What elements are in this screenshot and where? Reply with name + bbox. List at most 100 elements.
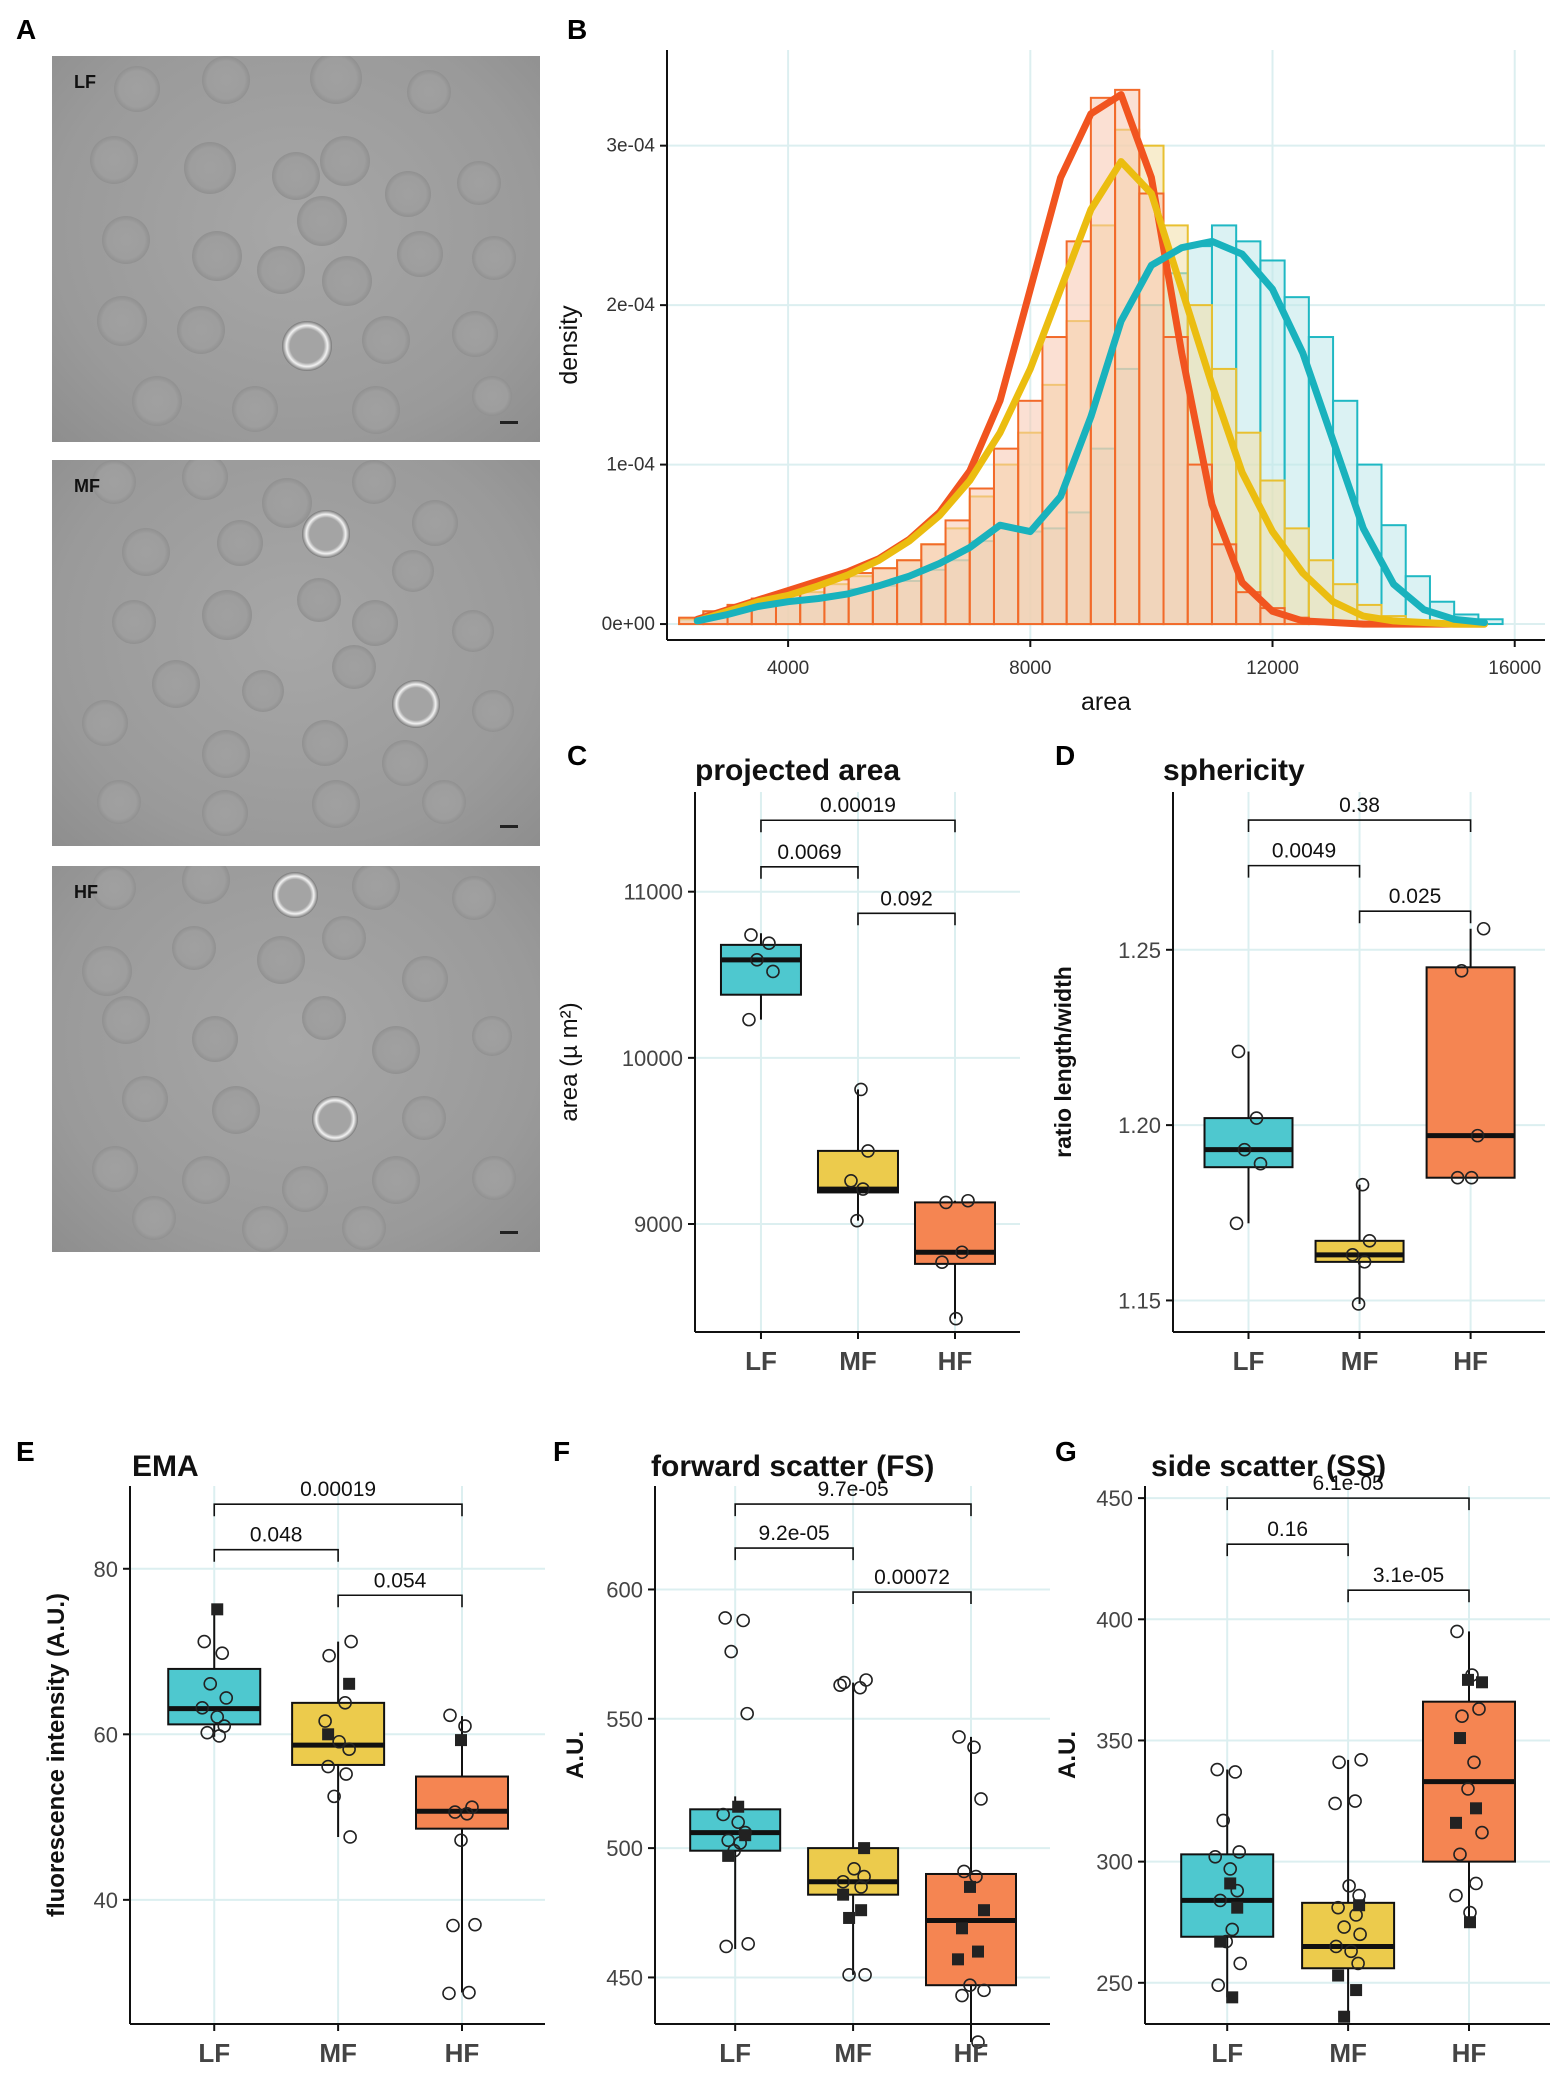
red-blood-cell xyxy=(332,645,376,689)
data-point-mf xyxy=(844,1173,858,1188)
data-point-mf xyxy=(858,1968,872,1982)
red-blood-cell xyxy=(472,376,512,416)
data-point-lf xyxy=(718,1611,732,1625)
data-point-mf xyxy=(1338,2010,1351,2023)
data-point-lf xyxy=(724,1644,738,1659)
significance-bracket xyxy=(213,1503,463,1517)
data-point-hf xyxy=(963,1978,977,1993)
x-tick-label: MF xyxy=(319,2038,357,2068)
data-point-lf xyxy=(744,928,758,942)
red-blood-cell xyxy=(172,926,216,970)
red-blood-cell xyxy=(242,670,284,712)
x-tick-label: 4000 xyxy=(767,658,809,679)
panel-letter-b: B xyxy=(567,14,588,45)
data-point-lf xyxy=(1231,1901,1244,1914)
x-tick-label: HF xyxy=(1452,2038,1487,2068)
red-blood-cell xyxy=(177,306,225,354)
data-point-mf xyxy=(853,1680,867,1695)
data-point-lf xyxy=(731,1815,745,1830)
data-point-hf xyxy=(1461,1782,1475,1796)
p-value-label: 0.00072 xyxy=(874,1566,950,1589)
red-blood-cell xyxy=(182,1156,230,1204)
red-blood-cell xyxy=(422,780,466,824)
box-lf xyxy=(719,943,802,996)
data-point-hf xyxy=(1472,1702,1486,1716)
red-blood-cell xyxy=(297,196,347,246)
data-point-hf xyxy=(443,1708,457,1723)
red-blood-cell xyxy=(297,578,341,622)
red-blood-cell xyxy=(257,246,305,294)
data-point-hf xyxy=(442,1986,456,2001)
significance-bracket xyxy=(1247,819,1472,833)
y-tick-label: 250 xyxy=(1096,1971,1133,1996)
data-point-mf xyxy=(343,1830,357,1844)
data-point-mf xyxy=(1328,1796,1342,1811)
data-point-mf xyxy=(338,1696,352,1710)
data-point-lf xyxy=(1233,1956,1248,1971)
panel-title: EMA xyxy=(132,1450,199,1483)
red-blood-cell xyxy=(312,1096,358,1142)
data-point-mf xyxy=(1337,1920,1351,1934)
data-point-lf xyxy=(1210,1762,1225,1777)
data-point-hf xyxy=(1453,1847,1467,1862)
red-blood-cell xyxy=(282,1166,328,1212)
data-point-hf xyxy=(974,1792,988,1806)
data-point-mf xyxy=(1354,1753,1368,1767)
data-point-lf xyxy=(212,1729,227,1743)
red-blood-cell xyxy=(257,936,305,984)
p-value-label: 0.00019 xyxy=(820,794,896,817)
red-blood-cell xyxy=(392,550,434,592)
data-point-lf xyxy=(211,1603,224,1616)
red-blood-cell xyxy=(402,1096,446,1140)
data-point-hf xyxy=(1470,1128,1485,1143)
y-tick-label: 600 xyxy=(606,1577,643,1602)
panel-letter-d: D xyxy=(1055,740,1076,771)
red-blood-cell xyxy=(184,142,236,194)
p-value-label: 9.7e-05 xyxy=(817,1478,888,1501)
data-point-hf xyxy=(460,1806,474,1821)
red-blood-cell xyxy=(322,256,372,306)
data-point-hf xyxy=(455,1734,467,1747)
data-point-mf xyxy=(1355,1177,1370,1192)
y-axis-label: density xyxy=(555,305,583,385)
p-value-label: 0.092 xyxy=(880,887,933,910)
y-axis-label: area (µ m²) xyxy=(556,1002,583,1121)
data-point-lf xyxy=(1224,1877,1237,1890)
p-value-label: 0.0049 xyxy=(1272,840,1336,863)
data-point-mf xyxy=(322,1728,335,1741)
data-point-hf xyxy=(1450,1170,1465,1185)
red-blood-cell xyxy=(402,956,448,1002)
red-blood-cell xyxy=(312,780,360,828)
scale-bar xyxy=(500,1231,518,1234)
red-blood-cell xyxy=(202,790,248,836)
data-point-hf xyxy=(1450,1624,1464,1639)
data-point-hf xyxy=(964,1880,976,1893)
y-tick-label: 1e-04 xyxy=(606,455,655,476)
data-point-hf xyxy=(1454,1732,1466,1745)
red-blood-cell xyxy=(352,386,400,434)
p-value-label: 6.1e-05 xyxy=(1312,1472,1383,1495)
significance-bracket xyxy=(734,1503,972,1517)
box-lf xyxy=(1180,1853,1275,1938)
data-point-hf xyxy=(1470,1802,1482,1815)
histogram-bar-hf xyxy=(968,487,995,626)
panel-title: forward scatter (FS) xyxy=(651,1450,934,1483)
red-blood-cell xyxy=(122,1076,168,1122)
red-blood-cell xyxy=(152,660,200,708)
red-blood-cell xyxy=(114,66,160,112)
y-tick-label: 400 xyxy=(1096,1607,1133,1632)
data-point-mf xyxy=(833,1678,847,1692)
data-point-hf xyxy=(961,1193,975,1208)
data-point-lf xyxy=(722,1849,735,1862)
box-mf xyxy=(807,1847,900,1896)
data-point-hf xyxy=(972,1945,984,1958)
red-blood-cell xyxy=(202,56,250,104)
data-point-lf xyxy=(1226,1991,1239,2004)
red-blood-cell xyxy=(90,136,138,184)
red-blood-cell xyxy=(342,1206,386,1250)
red-blood-cell xyxy=(472,1016,512,1056)
histogram-bar-hf xyxy=(823,578,850,626)
data-point-mf xyxy=(1362,1234,1377,1248)
data-point-hf xyxy=(1469,1876,1483,1891)
box-lf xyxy=(1203,1117,1294,1169)
